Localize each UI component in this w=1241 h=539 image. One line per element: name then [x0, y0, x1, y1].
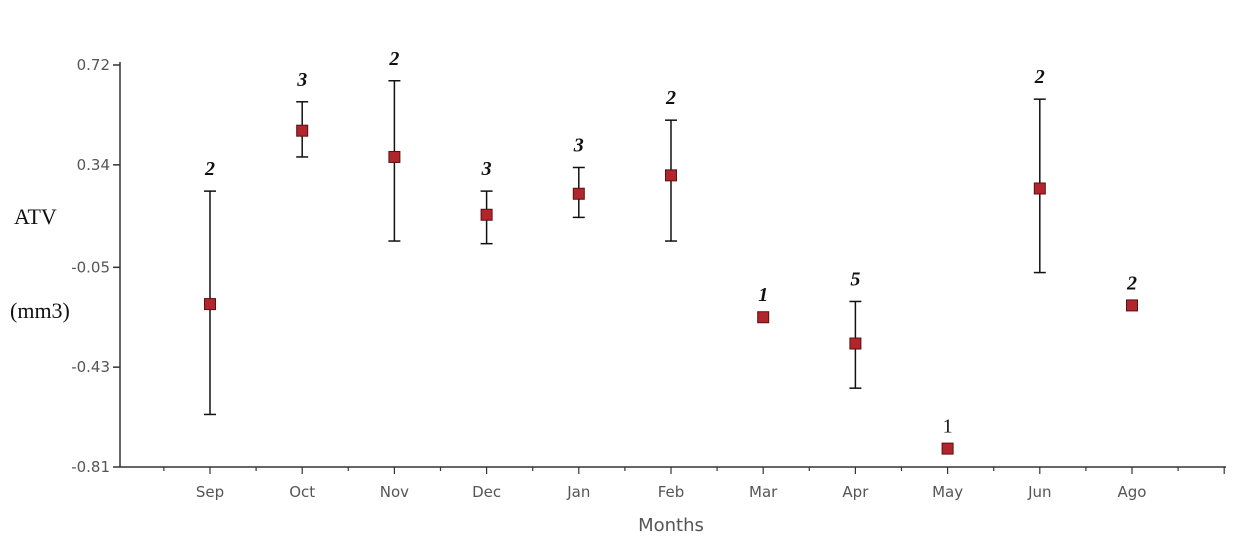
sample-size-label: 5 [850, 268, 860, 290]
x-tick-label: Jan [566, 483, 590, 501]
y-tick-label: 0.72 [77, 56, 110, 74]
sample-size-label: 2 [388, 48, 399, 70]
x-tick-label: May [932, 483, 963, 501]
data-point-marker [849, 337, 862, 350]
sample-size-label: 3 [296, 69, 307, 91]
y-tick-label: 0.34 [77, 156, 110, 174]
y-axis-label-unit: (mm3) [10, 298, 70, 323]
sample-size-label: 3 [573, 134, 584, 156]
sample-size-label: 2 [1034, 66, 1045, 88]
data-point-marker [941, 442, 954, 455]
data-point-marker [1033, 182, 1046, 195]
x-tick-label: Apr [842, 483, 869, 501]
x-tick-label: Dec [472, 483, 501, 501]
y-tick-label: -0.81 [71, 458, 110, 476]
x-axis-title: Months [638, 515, 704, 536]
sample-size-label: 2 [1126, 272, 1137, 294]
sample-size-label: 2 [665, 87, 676, 109]
y-axis-label-atv: ATV [14, 204, 57, 229]
data-point-marker [757, 311, 770, 324]
sample-size-label: 1 [943, 416, 953, 438]
x-tick-label: Jun [1027, 483, 1051, 501]
chart-marks: 0.72 0.34 -0.05 -0.43 -0.81 Sep 2 Oct 3 Nov 2 Dec 3 J… [71, 48, 1225, 501]
sample-size-label: 3 [481, 158, 492, 180]
data-point-marker [480, 208, 493, 221]
data-point-marker [296, 124, 309, 137]
data-point-marker [665, 169, 677, 182]
y-tick-label: -0.43 [71, 358, 110, 376]
x-tick-label: Feb [658, 483, 685, 501]
x-tick-label: Oct [289, 483, 315, 501]
data-point-marker [572, 187, 585, 200]
y-tick-label: -0.05 [71, 258, 110, 276]
sample-size-label: 2 [204, 158, 215, 180]
data-point-marker [204, 298, 216, 311]
data-point-marker [388, 150, 401, 163]
x-tick-label: Sep [196, 483, 224, 501]
x-tick-label: Ago [1118, 483, 1147, 501]
x-tick-label: Mar [749, 483, 778, 501]
sample-size-label: 1 [758, 284, 768, 306]
x-tick-label: Nov [380, 483, 409, 501]
data-point-marker [1126, 299, 1138, 312]
